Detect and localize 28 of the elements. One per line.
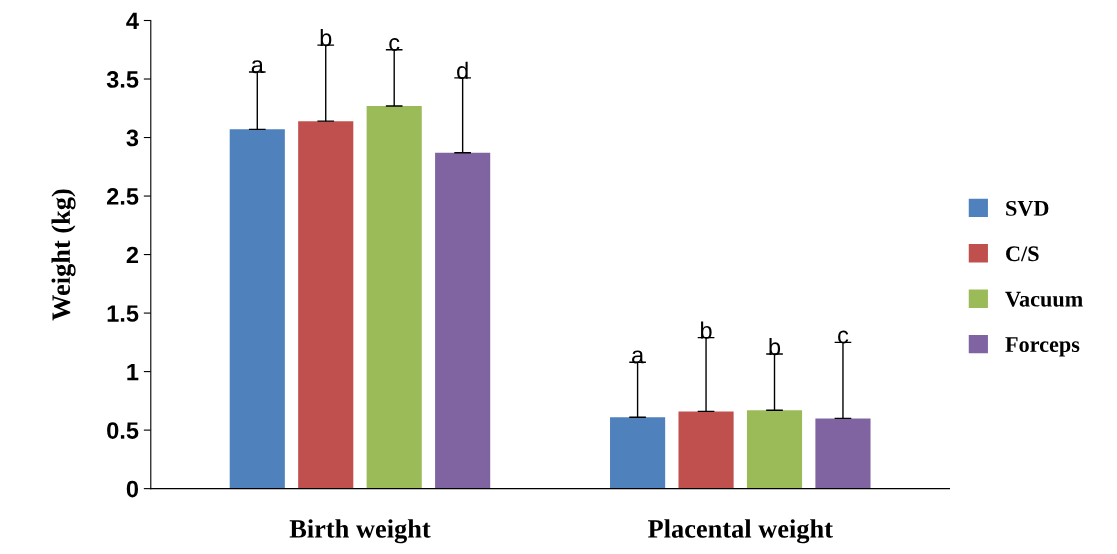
y-tick-label: 3.5 (106, 71, 139, 88)
y-tick-label: 1.5 (107, 305, 139, 322)
legend-label: SVD (1006, 200, 1049, 216)
x-tick-label: Birth weight (289, 519, 431, 544)
y-tick-label: 0 (126, 480, 139, 498)
bar (678, 411, 734, 489)
y-tick-label: 2 (126, 246, 139, 264)
legend-label: Forceps (1005, 337, 1080, 357)
y-tick-label: 1 (127, 363, 139, 381)
y-tick-label: 4 (126, 12, 139, 30)
annotation: b (769, 337, 781, 356)
legend-label: Vacuum (1005, 291, 1083, 307)
y-axis-title: Weight (kg) (51, 189, 76, 321)
annotation: d (457, 61, 468, 80)
bar (610, 417, 666, 489)
y-tick-label: 0.5 (107, 422, 139, 439)
annotation: a (251, 60, 264, 74)
y-tick-label: 3 (126, 129, 139, 147)
bar (366, 105, 422, 489)
bar (435, 152, 491, 489)
x-tick-label: Placental weight (648, 519, 833, 544)
bar (229, 129, 285, 489)
bar (298, 121, 354, 489)
y-tick-label: 2.5 (106, 188, 139, 205)
bar (746, 410, 803, 489)
annotation: b (320, 28, 332, 47)
legend-label: C/S (1006, 246, 1039, 262)
bar (815, 418, 871, 489)
